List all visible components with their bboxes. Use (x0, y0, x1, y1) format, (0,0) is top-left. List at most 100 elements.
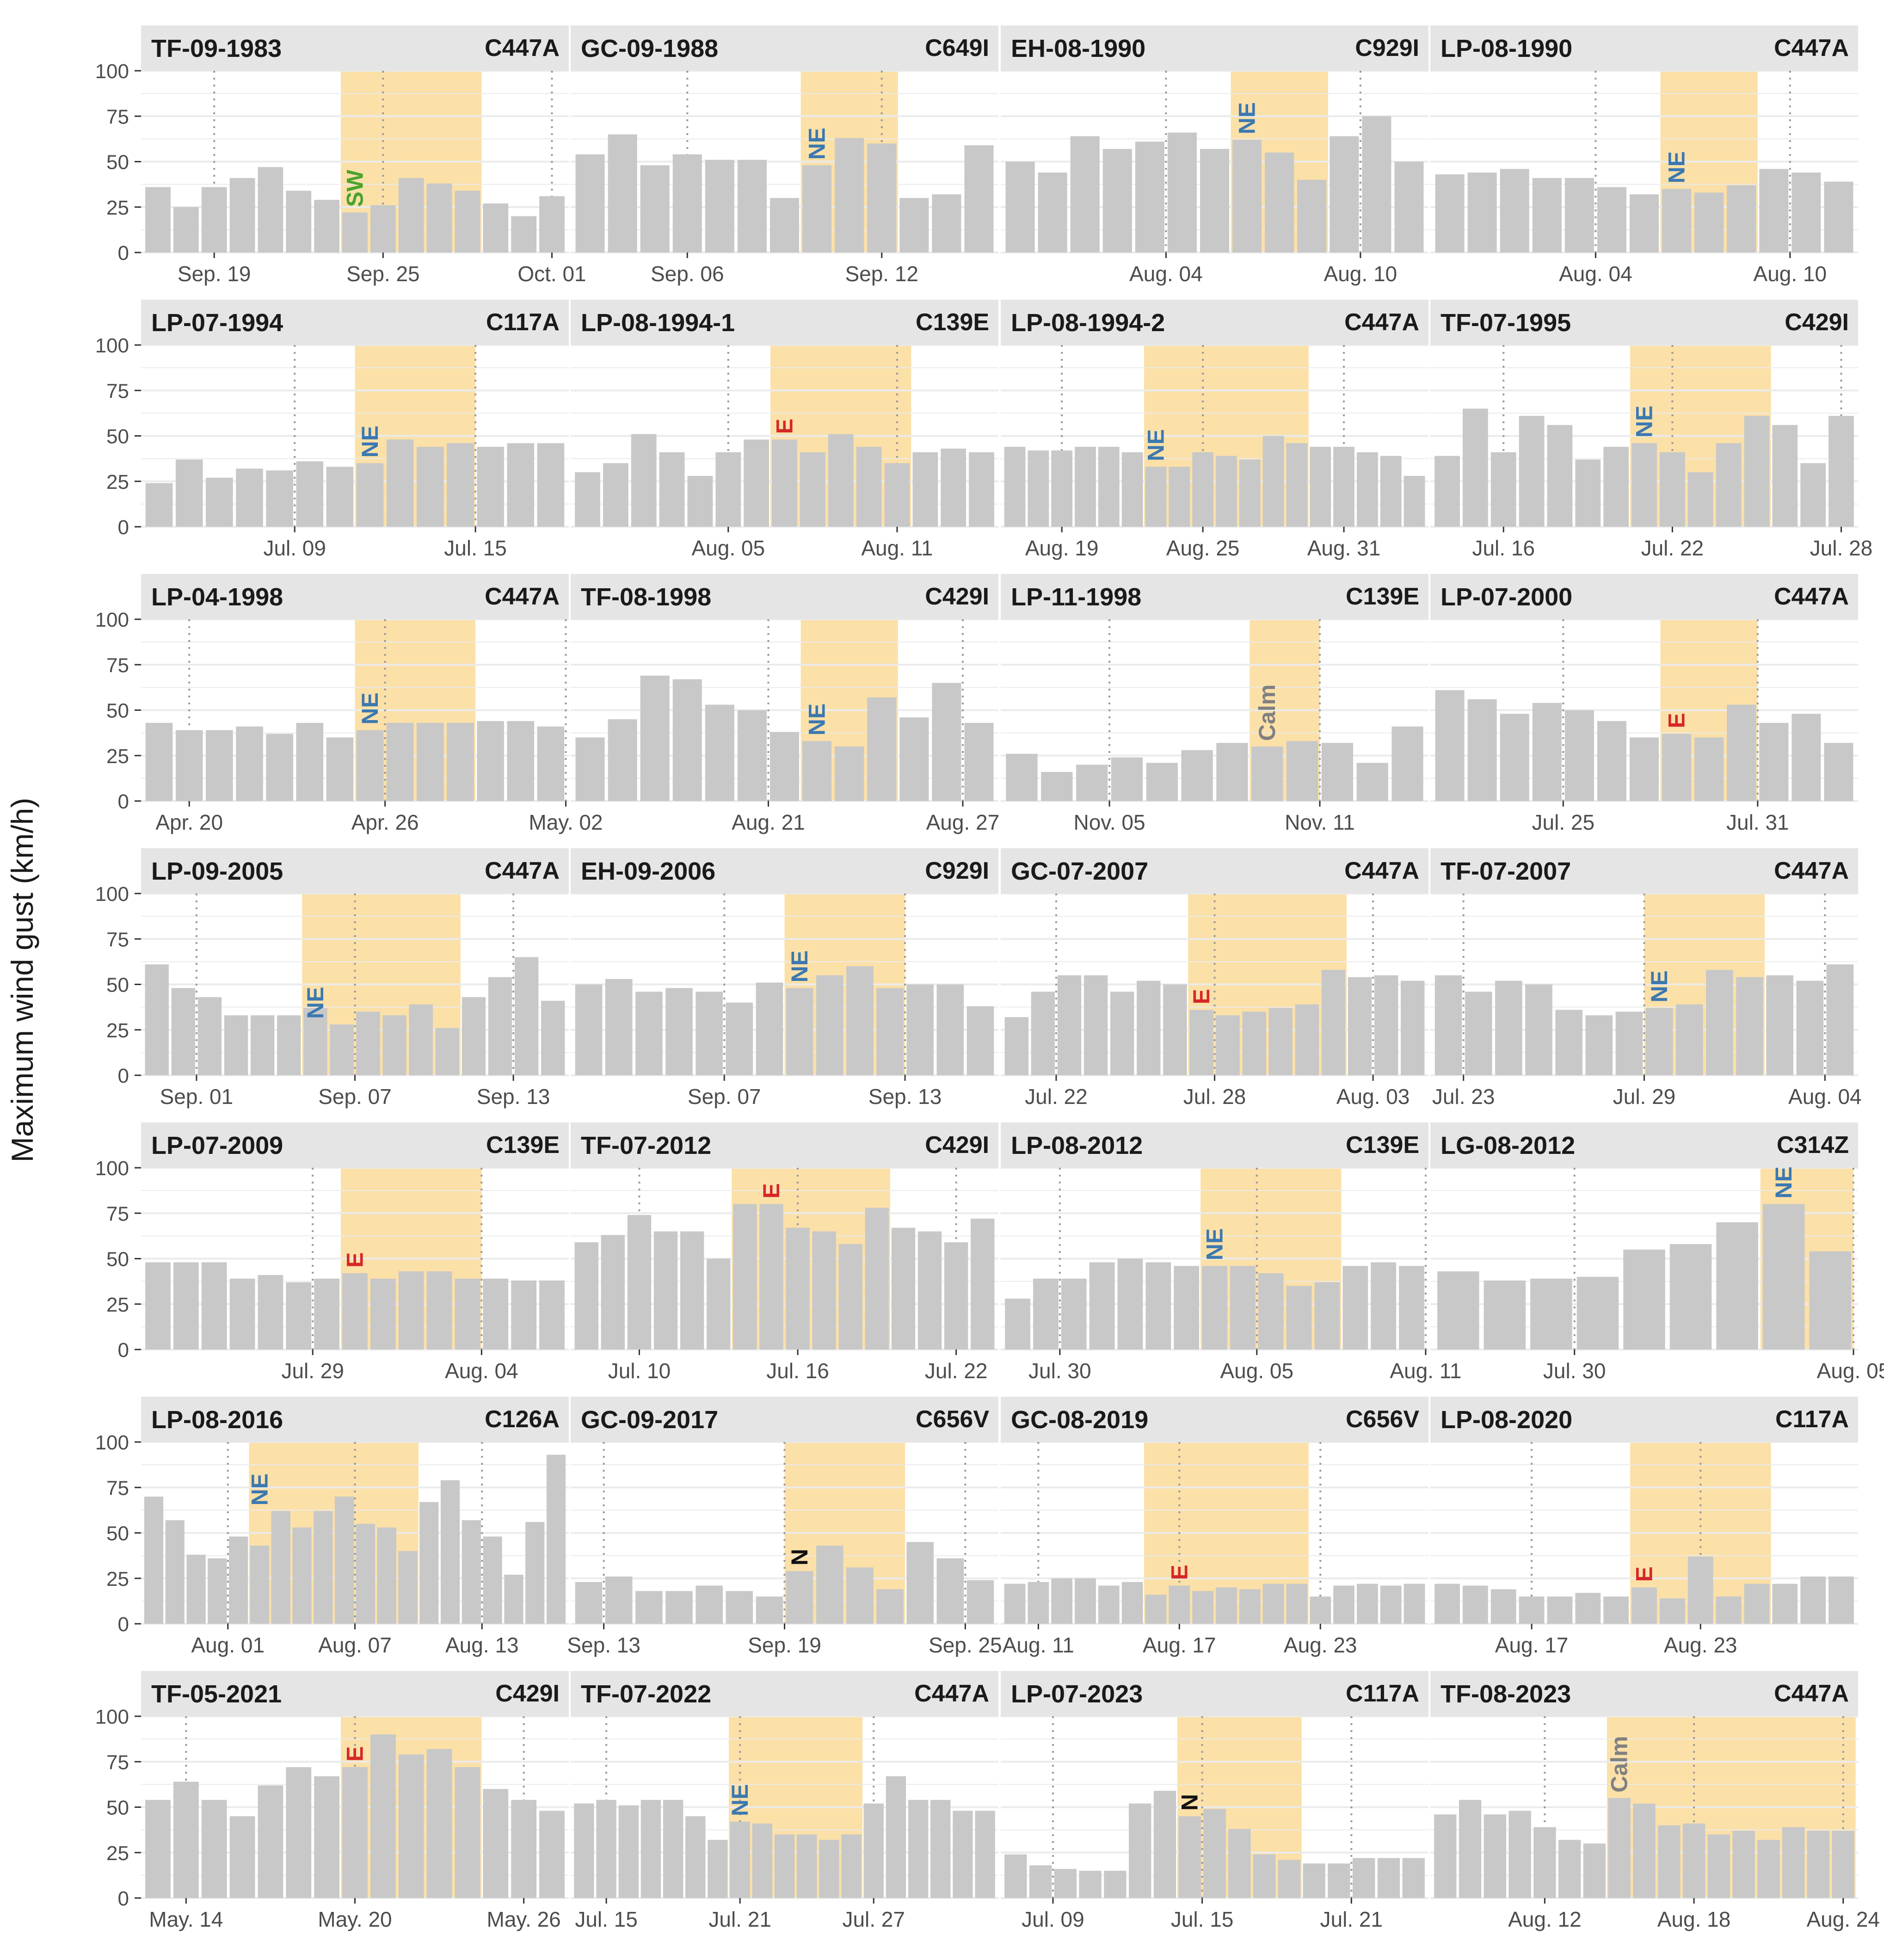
bar (672, 679, 702, 801)
bar (173, 207, 199, 253)
bar (236, 726, 263, 801)
bar (574, 1242, 598, 1350)
panel-strip (1001, 1397, 1428, 1442)
bar (1051, 1578, 1073, 1624)
bar (635, 1591, 663, 1624)
bar (1251, 746, 1283, 801)
panel-title: LP-07-2000 (1441, 583, 1572, 611)
x-tick-label: Aug. 27 (926, 810, 1000, 834)
panel-lp-07-2023: LP-07-2023 C117A N Jul. 09 Jul. 15 Jul. 21 (1001, 1671, 1428, 1931)
bar (1089, 1262, 1115, 1350)
bar (507, 443, 535, 527)
bar (603, 463, 628, 527)
panel-lp-04-1998: LP-04-1998 C447A NE 0 25 50 75 100 Apr. 20 Apr. 2… (95, 574, 603, 834)
bar (640, 675, 670, 801)
y-tick-label: 0 (118, 516, 129, 539)
bar (1782, 1827, 1805, 1898)
bar (1716, 1596, 1742, 1624)
bar (483, 203, 509, 253)
direction-annotation: E (342, 1746, 368, 1762)
bar (1632, 443, 1657, 527)
bar (539, 196, 565, 253)
bar (1104, 1871, 1127, 1898)
bar (802, 165, 832, 253)
bar (1028, 450, 1049, 527)
bar (828, 434, 854, 527)
bar (258, 1275, 283, 1350)
bar (514, 957, 539, 1075)
y-tick-label: 25 (106, 471, 129, 493)
bar (208, 1558, 227, 1624)
bar (398, 1754, 424, 1898)
bar (867, 697, 897, 801)
bar (447, 723, 474, 801)
bar (1310, 447, 1331, 527)
panel-station: C929I (925, 857, 989, 884)
y-tick-label: 0 (118, 242, 129, 265)
x-tick-label: Jul. 23 (1432, 1085, 1495, 1109)
bar (696, 992, 723, 1075)
bar (756, 982, 783, 1075)
panel-title: TF-07-2012 (581, 1132, 711, 1159)
bar (1380, 1585, 1402, 1624)
bar (1121, 1582, 1143, 1624)
bar (1547, 1596, 1573, 1624)
bar (1098, 1585, 1120, 1624)
bar (314, 1278, 340, 1350)
panel-strip (1430, 1671, 1858, 1716)
panel-station: C649I (925, 35, 989, 62)
bar (1163, 984, 1187, 1075)
panel-lp-09-2005: LP-09-2005 C447A NE 0 25 50 75 100 Sep. 01 Sep. 0… (95, 848, 569, 1109)
bar (1145, 1595, 1167, 1624)
x-tick-label: Aug. 10 (1754, 262, 1827, 286)
bar (1796, 980, 1824, 1075)
bar (1330, 136, 1359, 253)
direction-annotation: E (1632, 1566, 1657, 1582)
bar (770, 732, 800, 801)
bar (1744, 416, 1770, 527)
bar (835, 138, 864, 253)
x-tick-label: Aug. 17 (1495, 1633, 1569, 1657)
bar (812, 1231, 836, 1350)
bar (1759, 723, 1789, 801)
bar (417, 723, 444, 801)
bar (206, 477, 233, 527)
bar (964, 145, 994, 253)
bar (1057, 975, 1082, 1075)
bar (1111, 757, 1143, 801)
bar (672, 154, 702, 253)
bar (541, 1000, 565, 1075)
bar (936, 1558, 964, 1624)
bar (759, 1204, 783, 1350)
bar (303, 1008, 327, 1075)
bar (483, 1278, 509, 1350)
bar (370, 1734, 396, 1898)
bar (342, 212, 368, 253)
panel-lg-08-2012: LG-08-2012 C314Z NE Jul. 30 Aug. 05 (1430, 1122, 1884, 1383)
x-tick-label: Aug. 11 (1390, 1359, 1461, 1383)
bar (250, 1015, 275, 1075)
bar (398, 178, 424, 253)
bar (705, 704, 734, 801)
bar (1314, 1282, 1340, 1350)
x-tick-label: Aug. 04 (1559, 262, 1632, 286)
bar (1585, 1015, 1613, 1075)
bar (1286, 1286, 1312, 1350)
y-tick-label: 75 (106, 1751, 129, 1774)
bar (752, 1823, 773, 1898)
bar (1371, 1262, 1397, 1350)
panel-title: LP-08-2012 (1011, 1132, 1143, 1159)
x-tick-label: Sep. 13 (567, 1633, 640, 1657)
panel-station: C139E (1346, 583, 1419, 610)
bar (173, 1781, 199, 1898)
panel-title: LP-08-1994-2 (1011, 309, 1165, 337)
panel-strip (141, 300, 569, 345)
bar (876, 988, 904, 1075)
direction-annotation: E (758, 1183, 784, 1198)
bar (1079, 1871, 1102, 1898)
panel-station: C139E (1346, 1132, 1419, 1159)
bar (1028, 1582, 1049, 1624)
panel-tf-05-2021: TF-05-2021 C429I E 0 25 50 75 100 May. 14 May. 20… (95, 1671, 569, 1931)
bar (1583, 1843, 1606, 1898)
direction-annotation: NE (804, 128, 830, 160)
